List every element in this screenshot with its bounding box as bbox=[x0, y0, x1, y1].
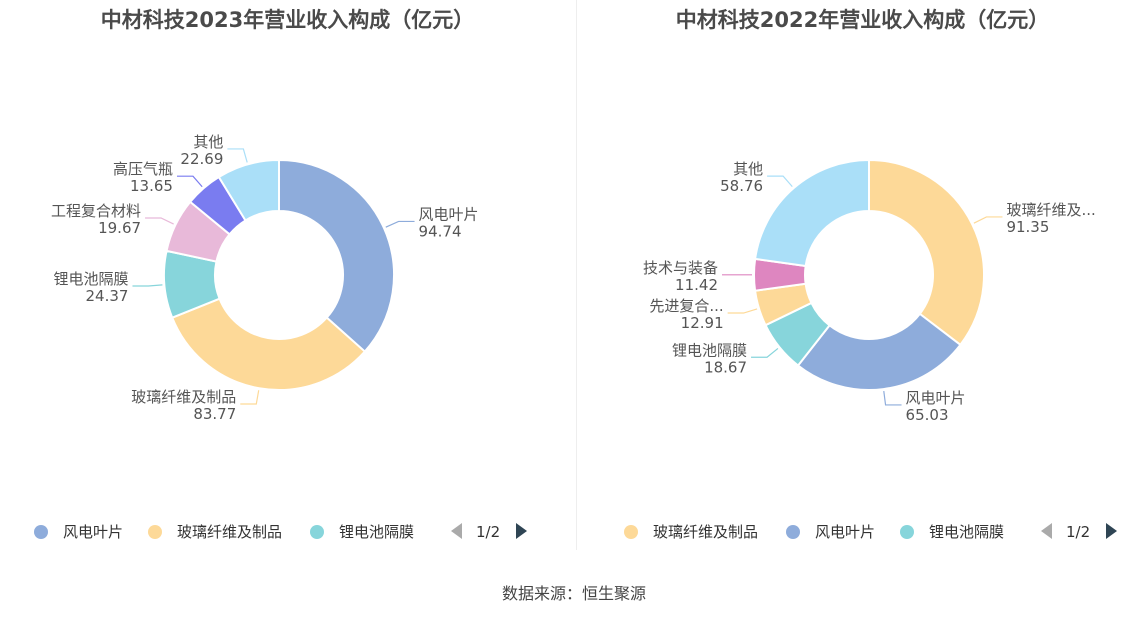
slice-label: 其他 bbox=[733, 160, 763, 178]
chart-panel-2023: 中材科技2023年营业收入构成（亿元） 风电叶片 94.74 玻璃纤维及制品 83.7… bbox=[0, 0, 575, 550]
label-leader-line bbox=[132, 284, 163, 287]
label-leader-line bbox=[767, 175, 793, 188]
slice-label: 锂电池隔膜 bbox=[672, 341, 747, 359]
slice-value-label: 91.35 bbox=[1006, 218, 1049, 236]
legend-swatch bbox=[786, 525, 800, 539]
slice-label: 工程复合材料 bbox=[51, 202, 141, 220]
label-leader-line bbox=[227, 148, 248, 163]
slice-value-label: 83.77 bbox=[193, 405, 236, 423]
slice-label: 风电叶片 bbox=[906, 389, 966, 407]
slice-value-label: 22.69 bbox=[180, 150, 223, 168]
label-leader-line bbox=[240, 390, 260, 405]
slice-label: 其他 bbox=[193, 133, 223, 151]
pager-prev-icon[interactable] bbox=[1041, 523, 1052, 539]
legend-swatch bbox=[148, 525, 162, 539]
pager-next-icon[interactable] bbox=[1106, 523, 1117, 539]
legend-swatch bbox=[34, 525, 48, 539]
slice-label: 技术与装备 bbox=[643, 259, 718, 277]
chart-panel-2022: 中材科技2022年营业收入构成（亿元） 玻璃纤维及... 91.35 风电叶片 65.… bbox=[577, 0, 1148, 550]
divider bbox=[576, 0, 577, 550]
legend-label: 锂电池隔膜 bbox=[339, 523, 415, 541]
pager-text: 1/2 bbox=[1066, 523, 1091, 541]
legend-swatch bbox=[624, 525, 638, 539]
chart-title: 中材科技2022年营业收入构成（亿元） bbox=[675, 8, 1050, 32]
slice-label: 风电叶片 bbox=[419, 205, 479, 223]
label-leader-line bbox=[973, 216, 1003, 224]
slice-value-label: 24.37 bbox=[86, 287, 129, 305]
legend-swatch bbox=[900, 525, 914, 539]
chart-legend: 风电叶片 玻璃纤维及制品 锂电池隔膜 1/2 bbox=[0, 519, 575, 545]
legend-swatch bbox=[310, 525, 324, 539]
donut-chart: 玻璃纤维及...91.35风电叶片65.03锂电池隔膜18.67先进复合...1… bbox=[643, 158, 1096, 424]
label-leader-line bbox=[385, 220, 415, 228]
donut-slice[interactable] bbox=[170, 297, 367, 391]
slice-label: 玻璃纤维及制品 bbox=[131, 388, 236, 406]
legend-label: 锂电池隔膜 bbox=[929, 523, 1005, 541]
label-leader-line bbox=[727, 308, 758, 314]
slice-label: 玻璃纤维及... bbox=[1006, 201, 1095, 219]
donut-slice[interactable] bbox=[796, 312, 962, 391]
label-leader-line bbox=[176, 175, 203, 188]
slice-value-label: 12.91 bbox=[681, 314, 724, 332]
pager-next-icon[interactable] bbox=[516, 523, 527, 539]
pager-prev-icon[interactable] bbox=[451, 523, 462, 539]
chart-legend: 玻璃纤维及制品 风电叶片 锂电池隔膜 1/2 bbox=[577, 519, 1148, 545]
slice-value-label: 18.67 bbox=[704, 358, 747, 376]
slice-value-label: 19.67 bbox=[98, 219, 141, 237]
donut-slice[interactable] bbox=[278, 158, 395, 353]
slice-value-label: 94.74 bbox=[419, 222, 462, 240]
slice-label: 锂电池隔膜 bbox=[53, 270, 128, 288]
slice-value-label: 11.42 bbox=[675, 276, 718, 294]
donut-slice[interactable] bbox=[754, 158, 870, 268]
slice-label: 先进复合... bbox=[649, 297, 723, 315]
label-leader-line bbox=[751, 347, 779, 358]
slice-value-label: 65.03 bbox=[906, 406, 949, 424]
legend-label: 风电叶片 bbox=[63, 523, 124, 541]
donut-slice[interactable] bbox=[217, 158, 280, 222]
donut-slice[interactable] bbox=[868, 158, 985, 347]
data-source: 数据来源：恒生聚源 bbox=[501, 584, 646, 603]
pager-text: 1/2 bbox=[476, 523, 501, 541]
slice-value-label: 58.76 bbox=[720, 177, 763, 195]
label-leader-line bbox=[145, 217, 174, 225]
legend-label: 玻璃纤维及制品 bbox=[177, 523, 283, 541]
legend-label: 风电叶片 bbox=[815, 523, 876, 541]
label-leader-line bbox=[883, 390, 902, 406]
slice-label: 高压气瓶 bbox=[113, 160, 173, 178]
chart-title: 中材科技2023年营业收入构成（亿元） bbox=[100, 8, 475, 32]
legend-label: 玻璃纤维及制品 bbox=[653, 523, 759, 541]
slice-value-label: 13.65 bbox=[130, 177, 173, 195]
